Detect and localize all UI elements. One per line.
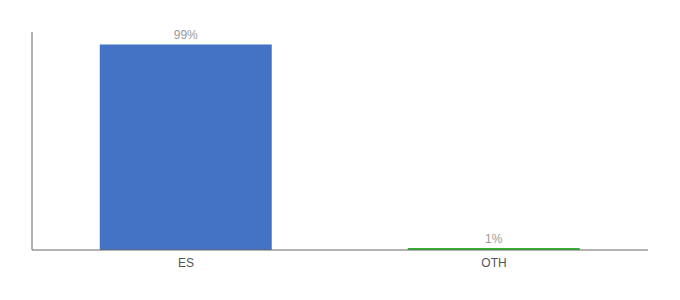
svg-text:1%: 1% <box>485 232 503 246</box>
svg-text:ES: ES <box>178 256 194 270</box>
svg-text:99%: 99% <box>174 28 198 42</box>
svg-text:OTH: OTH <box>481 256 506 270</box>
